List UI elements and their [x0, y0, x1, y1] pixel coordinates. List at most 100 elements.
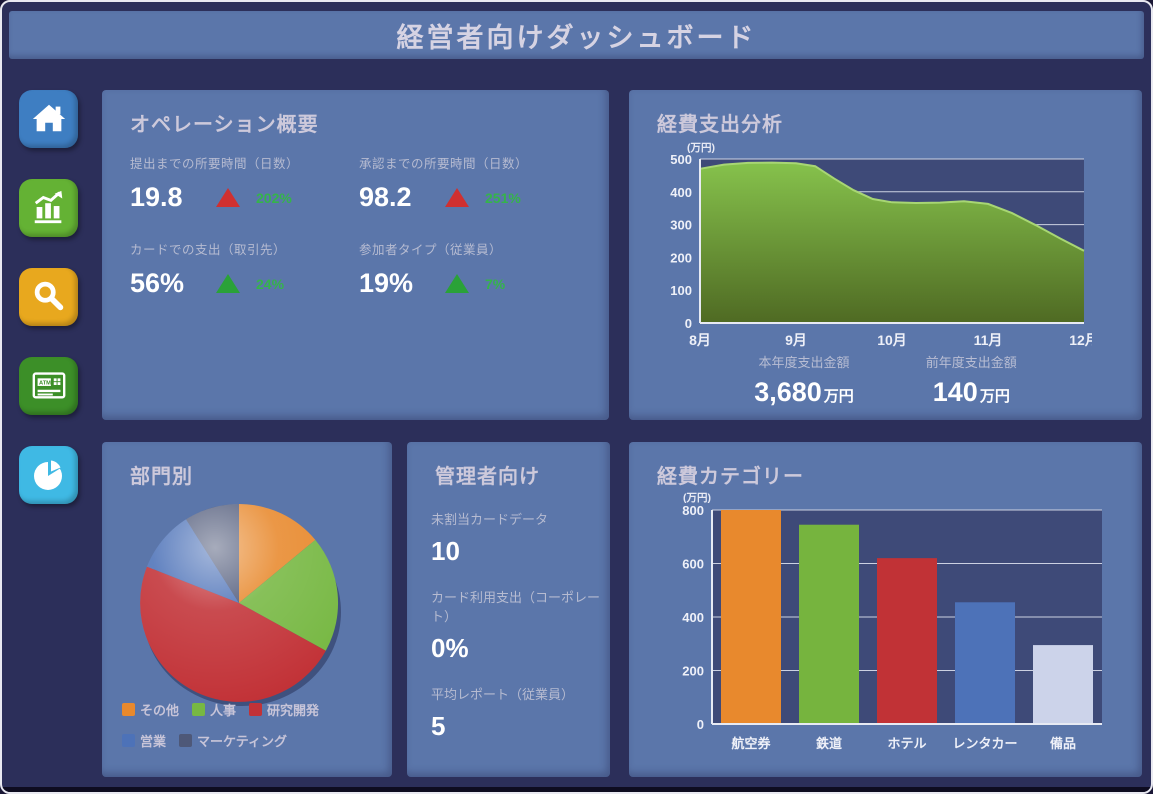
- svg-text:8月: 8月: [689, 332, 711, 348]
- svg-text:400: 400: [670, 185, 692, 200]
- kpi-delta: 24%: [256, 275, 285, 292]
- admin-value: 0%: [431, 633, 469, 663]
- titlebar: 経営者向けダッシュボード: [9, 11, 1144, 59]
- stat-value: 140 万円: [932, 377, 1010, 407]
- svg-text:9月: 9月: [785, 332, 807, 348]
- pie-legend: その他 人事 研究開発営業 マーケティング: [122, 700, 386, 750]
- svg-text:300: 300: [670, 218, 692, 233]
- admin-value: 10: [431, 536, 460, 566]
- panel-title: 経費支出分析: [657, 114, 783, 136]
- legend-label: 営業: [140, 734, 167, 749]
- legend-label: 研究開発: [267, 703, 320, 718]
- svg-text:200: 200: [670, 250, 692, 265]
- svg-text:500: 500: [670, 153, 692, 167]
- legend-swatch: [179, 734, 193, 747]
- chart-growth-icon: [30, 188, 68, 229]
- atm-terminal-icon: ATM: [30, 366, 68, 407]
- legend-item: その他: [122, 700, 179, 719]
- svg-text:航空券: 航空券: [731, 736, 771, 751]
- kpi-time-to-submit: 提出までの所要時間（日数） 19.8 202%: [130, 153, 359, 213]
- legend-item: 人事: [192, 700, 236, 719]
- department-pie-chart: [132, 499, 348, 722]
- legend-swatch: [249, 703, 263, 716]
- panel-expense-analysis: 経費支出分析 (万円) 500 400 300 200 100 0 8月 9月 10月 11月 12…: [629, 90, 1142, 420]
- legend-label: 人事: [210, 703, 237, 718]
- legend-swatch: [122, 734, 135, 747]
- panel-operations-overview: オペレーション概要 提出までの所要時間（日数） 19.8 202% 承認までの所…: [102, 90, 609, 420]
- home-icon: [30, 99, 68, 140]
- trend-up-red-icon: [445, 188, 469, 207]
- svg-text:0: 0: [697, 717, 704, 732]
- panel-title: 管理者向け: [435, 466, 540, 488]
- kpi-delta: 7%: [485, 275, 506, 292]
- admin-label: 未割当カードデータ: [431, 512, 549, 527]
- svg-text:0: 0: [685, 316, 692, 331]
- kpi-label: 承認までの所要時間（日数）: [359, 157, 529, 171]
- kpi-delta: 251%: [485, 189, 521, 206]
- kpi-grid: 提出までの所要時間（日数） 19.8 202% 承認までの所要時間（日数） 98…: [102, 137, 609, 299]
- svg-text:100: 100: [670, 283, 692, 298]
- search-icon: [30, 277, 68, 318]
- panel-title: オペレーション概要: [130, 114, 319, 136]
- stat-label: 前年度支出金額: [925, 355, 1017, 370]
- sidebar-btn-analytics[interactable]: [19, 179, 78, 237]
- legend-item: 営業: [122, 731, 166, 750]
- kpi-time-to-approve: 承認までの所要時間（日数） 98.2 251%: [359, 153, 609, 213]
- sidebar-btn-atm[interactable]: ATM: [19, 357, 78, 415]
- svg-text:鉄道: 鉄道: [816, 736, 842, 751]
- kpi-label: 提出までの所要時間（日数）: [130, 157, 300, 171]
- stat-suffix: 万円: [823, 388, 854, 405]
- kpi-participant-type: 参加者タイプ（従業員） 19% 7%: [359, 239, 609, 299]
- kpi-delta: 202%: [256, 189, 292, 206]
- sidebar-btn-pie[interactable]: [19, 446, 78, 504]
- sidebar-btn-home[interactable]: [19, 90, 78, 148]
- trend-up-red-icon: [216, 188, 240, 207]
- panel-admin: 管理者向け 未割当カードデータ 10 カード利用支出（コーポレート） 0% 平均…: [407, 442, 610, 777]
- stat-suffix: 万円: [979, 388, 1010, 405]
- stat-current-year: 本年度支出金額 3,680 万円: [754, 352, 854, 408]
- trend-up-green-icon: [445, 274, 469, 293]
- legend-item: 研究開発: [249, 700, 319, 719]
- legend-item: マーケティング: [179, 731, 287, 750]
- admin-label: 平均レポート（従業員）: [431, 687, 575, 702]
- sidebar: ATM: [19, 90, 81, 504]
- svg-text:400: 400: [682, 610, 704, 625]
- svg-text:レンタカー: レンタカー: [952, 736, 1017, 751]
- page-title: 経営者向けダッシュボード: [396, 22, 757, 53]
- expense-categories-bar-chart: 800 600 400 200 0 航空券 鉄道 ホテル レンタカー 備品: [642, 500, 1142, 767]
- y-axis-unit-label: (万円): [687, 142, 715, 154]
- kpi-value: 98.2: [359, 182, 412, 212]
- stat-previous-year: 前年度支出金額 140 万円: [926, 352, 1017, 408]
- expense-trend-area-chart: 500 400 300 200 100 08月 9月 10月 11月 12月: [640, 152, 1098, 370]
- svg-text:11月: 11月: [974, 332, 1003, 348]
- panel-title: 部門別: [130, 466, 193, 488]
- legend-label: その他: [140, 703, 180, 718]
- svg-text:12月: 12月: [1069, 332, 1092, 348]
- kpi-label: 参加者タイプ（従業員）: [359, 243, 503, 257]
- svg-text:600: 600: [682, 557, 704, 572]
- kpi-card-spend: カードでの支出（取引先） 56% 24%: [130, 239, 359, 299]
- admin-value: 5: [431, 711, 446, 741]
- trend-up-green-icon: [216, 274, 240, 293]
- admin-average-reports: 平均レポート（従業員） 5: [407, 684, 610, 742]
- stat-value: 3,680 万円: [754, 377, 854, 407]
- admin-card-spend-corporate: カード利用支出（コーポレート） 0%: [407, 587, 610, 664]
- kpi-value: 56%: [130, 268, 185, 298]
- panel-department: 部門別 その他 人事 研究開発営業 マーケティング: [102, 442, 392, 777]
- kpi-value: 19.8: [130, 182, 183, 212]
- panel-expense-categories: 経費カテゴリー (万円) 800 600 400 200 0 航空券 鉄道 ホテル レンタカー 備…: [629, 442, 1142, 777]
- legend-swatch: [192, 703, 206, 716]
- stat-label: 本年度支出金額: [758, 355, 850, 370]
- kpi-value: 19%: [359, 268, 414, 298]
- legend-swatch: [122, 703, 135, 716]
- svg-text:10月: 10月: [877, 332, 907, 348]
- svg-text:800: 800: [682, 503, 704, 518]
- y-axis-unit-label: (万円): [683, 492, 711, 504]
- expense-stats: 本年度支出金額 3,680 万円 前年度支出金額 140 万円: [629, 352, 1142, 408]
- admin-unassigned-cards: 未割当カードデータ 10: [407, 509, 610, 567]
- pie-chart-icon: [29, 454, 69, 497]
- sidebar-btn-search[interactable]: [19, 268, 78, 326]
- panel-title: 経費カテゴリー: [657, 466, 804, 488]
- legend-label: マーケティング: [197, 734, 287, 749]
